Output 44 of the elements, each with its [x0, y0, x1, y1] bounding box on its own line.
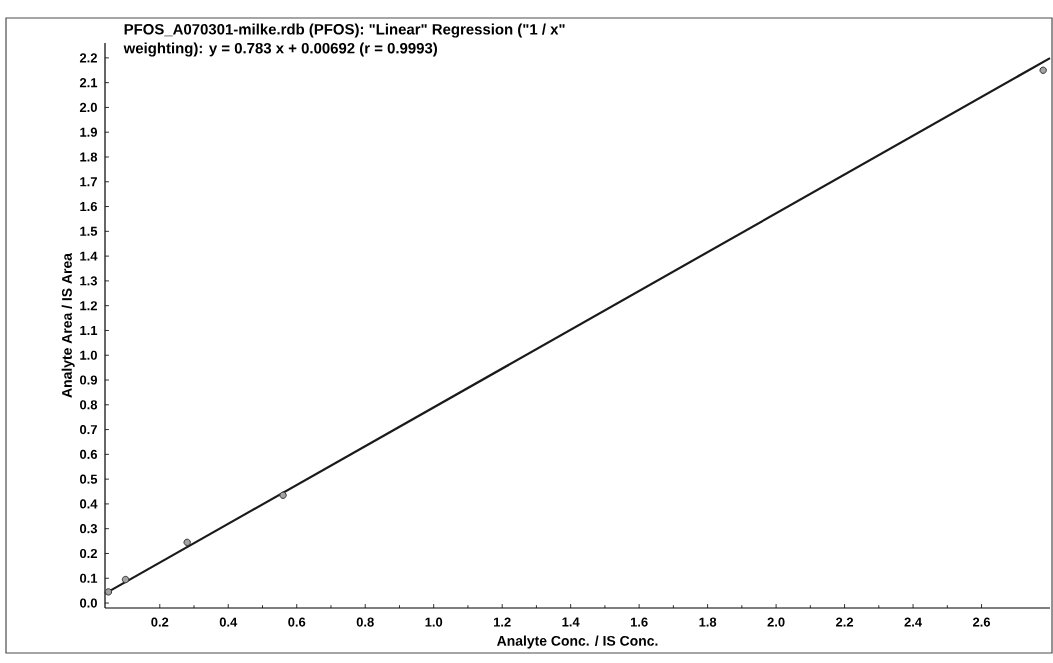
y-tick-label: 0.9	[80, 375, 98, 385]
point	[1039, 66, 1047, 74]
y-tick-label: 1.2	[80, 301, 97, 311]
y-tick-label: 2.0	[79, 102, 97, 113]
y-tick-label: 0.5	[80, 474, 98, 484]
x-tick-label: 0.6	[288, 617, 306, 627]
y-tick-label: 1.7	[80, 177, 97, 187]
x-tick-label: 0.2	[151, 617, 169, 627]
point	[121, 575, 130, 584]
y-tick-label: 1.5	[80, 226, 98, 236]
x-tick-label: 1.8	[699, 617, 717, 627]
y-tick-label: 2.1	[79, 78, 98, 88]
point	[279, 491, 287, 499]
y-tick-label: 0.3	[80, 524, 98, 534]
point	[183, 538, 191, 547]
x-tick-label: 2.4	[904, 617, 922, 627]
y-axis-title: Analyte Area / IS Area	[61, 252, 75, 398]
point	[104, 588, 113, 596]
x-tick-label: 2.2	[836, 617, 854, 627]
x-tick-label: 0.8	[356, 617, 374, 627]
y-tick-label: 0.4	[80, 499, 98, 509]
y-tick-label: 1.0	[80, 350, 97, 360]
x-tick-label: 1.0	[425, 617, 443, 627]
x-axis-title: Analyte Conc. / IS Conc.	[496, 635, 658, 649]
y-tick-label: 1.3	[80, 276, 98, 286]
x-tick-label: 1.6	[630, 617, 648, 627]
x-tick-label: 1.2	[493, 617, 511, 627]
y-tick-label: 1.1	[80, 326, 98, 335]
y-tick-label: 2.2	[79, 53, 97, 63]
x-tick-label: 2.0	[767, 617, 785, 627]
y-tick-label: 0.6	[80, 449, 98, 459]
x-tick-label: 2.6	[972, 617, 991, 627]
y-tick-label: 0.7	[80, 424, 97, 435]
x-tick-label: 0.4	[219, 617, 238, 627]
y-tick-label: 0.2	[80, 548, 97, 559]
y-tick-label: 1.4	[80, 251, 98, 261]
chart-title: PFOS_A070301-milke.rdb (PFOS): "Linear" Regression ("1 / x" weighting): y = 0.783 x + 0.00692 (r = 0.9993)	[123, 23, 565, 57]
y-tick-label: 1.9	[80, 127, 98, 137]
y-tick-label: 0.1	[80, 573, 98, 583]
y-tick-label: 0.0	[80, 598, 97, 608]
y-tick-label: 1.8	[80, 152, 98, 162]
y-tick-label: 0.8	[80, 400, 98, 410]
y-tick-label: 1.6	[80, 201, 98, 212]
x-tick-label: 1.4	[562, 617, 580, 627]
